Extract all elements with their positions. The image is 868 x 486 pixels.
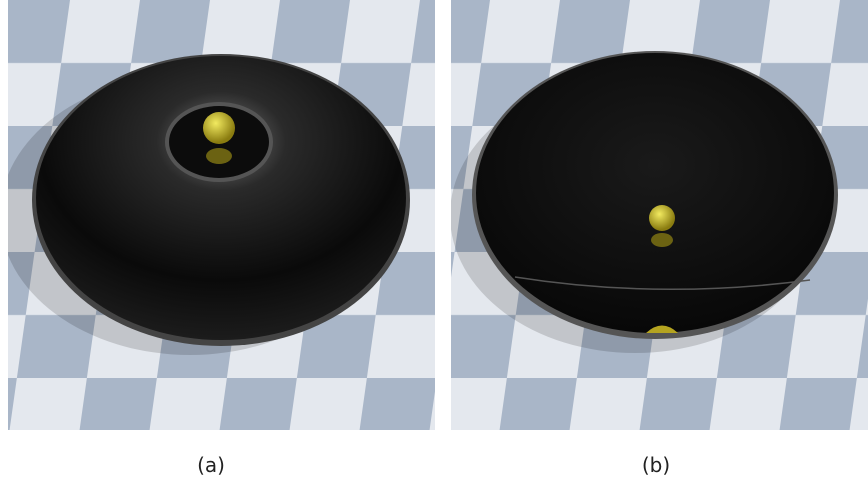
figure: (a) (b) [0,0,868,486]
caption: (a) [197,453,225,477]
caption: (b) [642,453,670,477]
panel-b-image [450,0,868,430]
panel-a-image [0,0,435,430]
